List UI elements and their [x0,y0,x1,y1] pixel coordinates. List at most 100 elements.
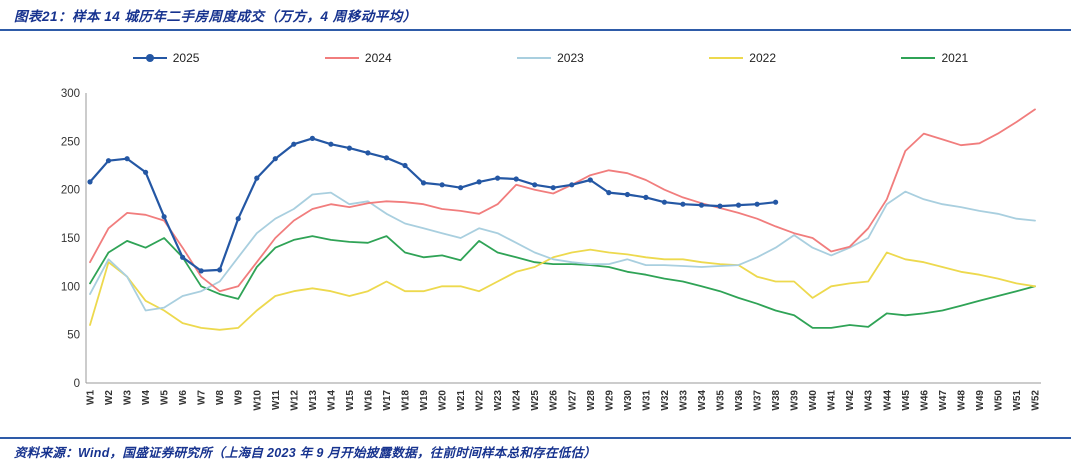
x-tick-label: W22 [475,390,486,411]
legend-item-2022: 2022 [709,51,776,65]
data-point-2025 [643,194,649,200]
x-tick-label: W11 [271,390,282,410]
x-tick-label: W17 [382,390,393,411]
data-point-2025 [495,175,501,181]
x-tick-label: W32 [660,390,671,411]
y-tick-label: 200 [61,185,80,197]
x-tick-label: W15 [345,390,356,411]
data-point-2025 [773,199,779,205]
data-point-2025 [698,202,705,208]
x-tick-label: W35 [716,390,727,411]
x-tick-label: W44 [882,390,893,411]
data-point-2025 [513,176,519,182]
data-point-2025 [402,162,408,169]
x-tick-label: W31 [641,390,652,411]
data-point-2025 [365,150,371,156]
legend-label: 2021 [941,51,969,65]
x-tick-label: W42 [845,390,856,411]
legend-line-swatch [517,57,552,59]
data-point-2025 [328,141,334,147]
x-tick-label: W34 [697,390,708,411]
x-tick-label: W1 [86,390,97,405]
x-tick-label: W10 [252,390,263,411]
x-tick-label: W13 [308,390,319,411]
x-tick-label: W2 [104,390,115,405]
x-tick-label: W48 [956,390,967,411]
data-point-2025 [254,175,260,181]
x-tick-label: W33 [678,390,689,411]
data-point-2025 [161,214,167,220]
legend-label: 2024 [364,51,392,65]
data-point-2025 [680,201,686,207]
legend-label: 2025 [172,51,200,65]
x-tick-label: W5 [160,390,171,405]
data-point-2025 [291,141,297,147]
y-tick-label: 0 [74,378,80,390]
x-tick-label: W23 [493,390,504,411]
data-point-2025 [105,158,112,164]
legend-line-swatch [901,57,936,59]
chart-title: 图表21：样本 14 城历年二手房周度成交（万方，4 周移动平均） [14,8,417,24]
legend-item-2023: 2023 [517,51,584,65]
legend-marker-dot [145,54,154,62]
data-point-2025 [346,145,352,151]
x-tick-label: W38 [771,390,782,411]
x-tick-label: W6 [178,390,189,405]
x-tick-label: W4 [141,390,152,405]
x-tick-label: W36 [734,390,745,411]
data-point-2025 [550,185,556,191]
chart-legend: 2025 2024 2023 2022 2021 [70,48,1031,68]
chart-header: 图表21：样本 14 城历年二手房周度成交（万方，4 周移动平均） [0,0,1071,31]
x-tick-label: W46 [919,390,930,411]
series-line-2021 [89,235,1036,329]
data-point-2025 [143,169,149,175]
x-tick-label: W18 [401,390,412,411]
x-tick-label: W43 [864,390,875,411]
data-point-2025 [180,254,186,260]
x-tick-label: W16 [363,390,374,411]
x-tick-label: W9 [234,390,245,405]
plot-area: 0 50 100 150 200 250 300 W1 W2 W3 W4 W5 W6 W7 W8 W9 W10 W… [0,68,1071,433]
data-point-2025 [217,267,223,273]
x-tick-label: W50 [993,390,1004,411]
x-tick-label: W49 [975,390,986,411]
data-point-2025 [309,135,315,141]
data-point-2025 [606,190,612,196]
x-tick-label: W12 [289,390,300,411]
legend-line-swatch [132,54,167,62]
series-line-2024 [89,108,1036,293]
x-tick-label: W14 [326,390,337,411]
y-tick-label: 150 [61,233,80,245]
x-tick-label: W41 [827,390,838,411]
data-point-2025 [717,203,723,209]
data-point-2025 [458,185,464,191]
legend-line-swatch [709,57,744,59]
data-point-2025 [532,182,538,188]
series-line-2022 [89,248,1036,331]
x-tick-label: W47 [938,390,949,411]
chart-footer: 资料来源：Wind，国盛证券研究所（上海自 2023 年 9 月开始披露数据，往… [0,437,1071,463]
data-point-2025 [87,179,93,185]
x-tick-label: W51 [1012,390,1023,411]
x-tick-label: W28 [586,390,597,411]
data-point-2025 [272,156,278,162]
legend-item-2021: 2021 [901,51,968,65]
y-tick-label: 100 [61,281,80,293]
data-point-2025 [198,268,204,274]
data-point-2025 [624,191,631,198]
data-point-2025 [235,216,241,222]
legend-item-2024: 2024 [324,51,392,65]
x-tick-label: W7 [197,390,208,405]
x-tick-label: W37 [753,390,764,411]
x-tick-label: W30 [623,390,634,411]
data-point-2025 [735,202,742,208]
x-tick-label: W27 [567,390,578,411]
y-tick-label: 250 [61,136,80,148]
x-tick-label: W29 [604,390,615,411]
x-tick-label: W19 [419,390,430,411]
y-tick-label: 300 [61,88,80,100]
legend-label: 2023 [557,51,584,65]
x-tick-label: W20 [438,390,449,411]
x-tick-label: W21 [456,390,467,411]
